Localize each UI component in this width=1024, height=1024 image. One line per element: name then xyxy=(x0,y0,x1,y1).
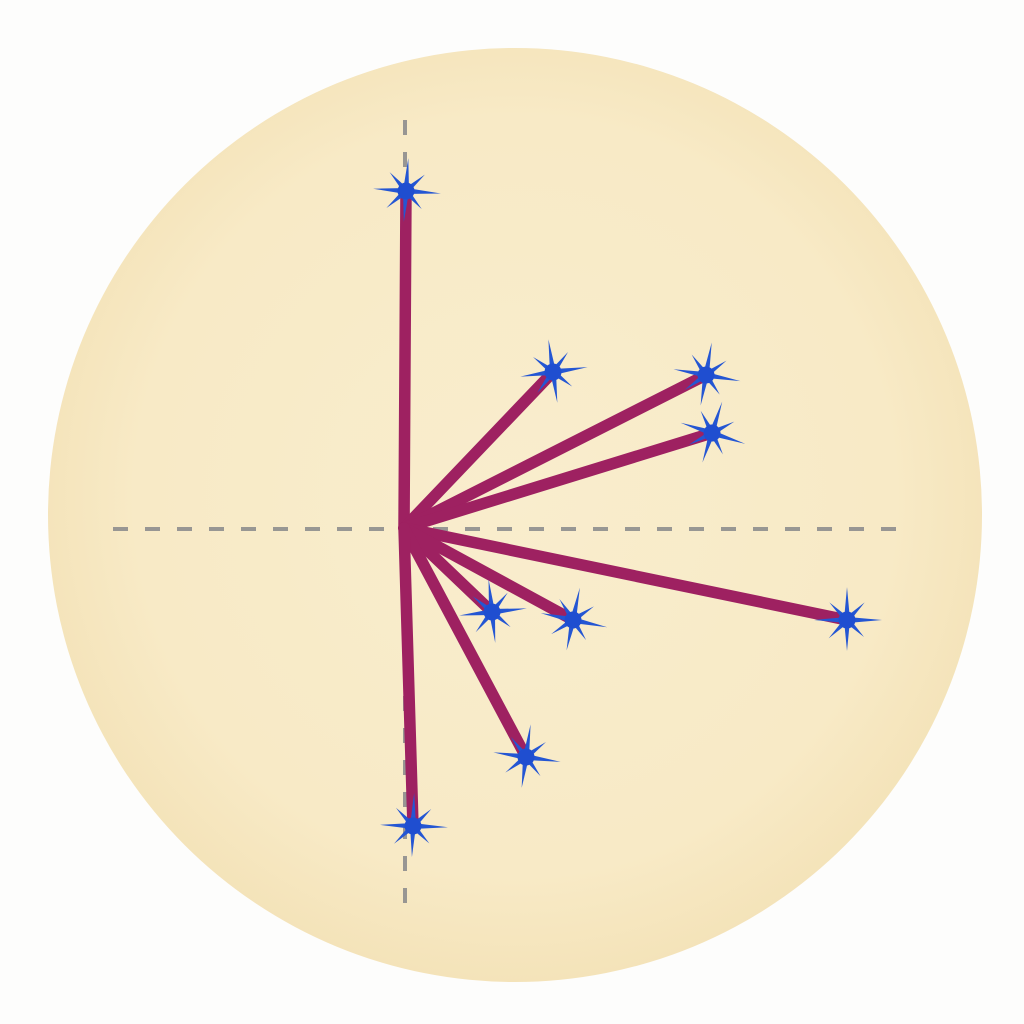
vector-ray-8 xyxy=(398,522,532,763)
star-hub xyxy=(838,611,856,629)
vector-ray-4 xyxy=(398,427,718,534)
vector-ray-5 xyxy=(398,522,853,626)
star-marker-3 xyxy=(673,342,741,406)
star-marker-5 xyxy=(814,587,882,651)
vector-ray-2 xyxy=(398,366,559,534)
vector-ray-6 xyxy=(398,522,579,626)
star-hub xyxy=(703,424,721,442)
star-marker-4 xyxy=(680,401,746,463)
chart-disk xyxy=(48,48,982,982)
star-hub xyxy=(483,603,501,621)
star-hub xyxy=(404,817,422,835)
star-marker-6 xyxy=(540,587,608,651)
vector-ray-1 xyxy=(398,185,412,534)
vector-ray-7 xyxy=(398,522,498,618)
vector-ray-9 xyxy=(398,522,419,832)
vector-ray-3 xyxy=(398,369,712,534)
star-marker-1 xyxy=(373,158,441,222)
star-marker-2 xyxy=(520,339,588,403)
star-hub xyxy=(544,363,562,381)
star-hub xyxy=(517,748,535,766)
star-hub xyxy=(397,182,415,200)
star-hub xyxy=(697,366,715,384)
star-marker-8 xyxy=(493,724,561,788)
stars-group xyxy=(373,158,882,857)
star-hub xyxy=(564,611,582,629)
star-marker-7 xyxy=(459,579,527,643)
rays-group xyxy=(398,185,853,832)
star-marker-9 xyxy=(380,793,448,857)
